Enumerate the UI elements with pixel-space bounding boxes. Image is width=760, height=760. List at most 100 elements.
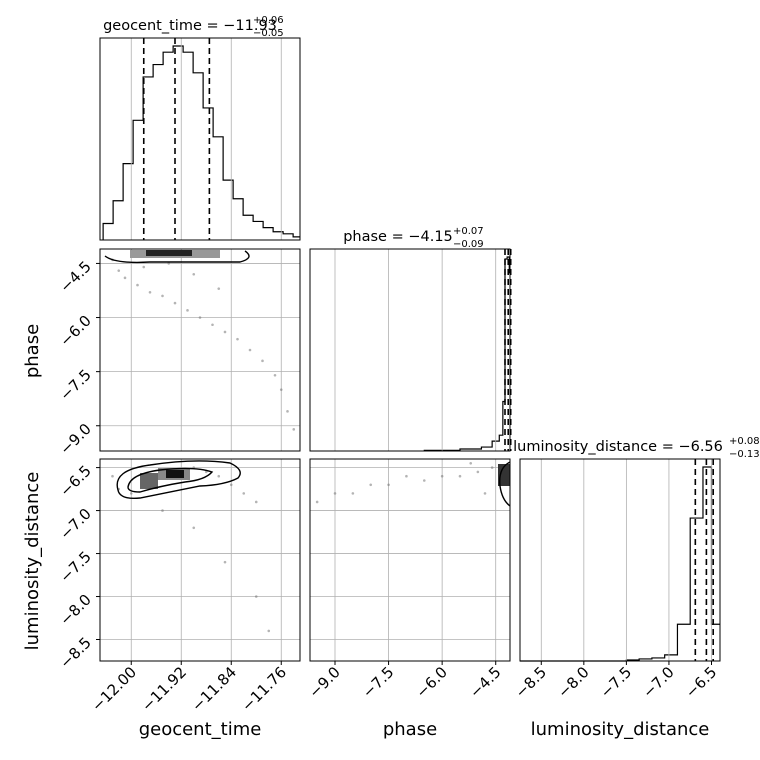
phase-geocent-point xyxy=(117,269,121,272)
lumdist-geocent-point xyxy=(254,500,258,504)
luminosity-distance-xtick-label: −6.5 xyxy=(682,663,720,701)
phase-xtick-label: −6.0 xyxy=(412,663,450,701)
phase-hist-frame xyxy=(309,248,511,452)
lumdist-geocent-point xyxy=(192,526,196,530)
phase-geocent-point xyxy=(248,348,252,352)
luminosity-distance-ytick-label: −7.0 xyxy=(56,505,94,543)
phase-geocent-point xyxy=(167,262,171,265)
lumdist-phase-point xyxy=(458,474,462,478)
luminosity-distance-xtick-label: −8.5 xyxy=(512,663,550,701)
phase-title: phase = −4.15 xyxy=(343,229,453,245)
phase-geocent-point xyxy=(198,316,202,319)
phase-ytick-label: −6.0 xyxy=(56,312,94,350)
lumdist-geocent-point xyxy=(229,483,233,487)
luminosity-distance-xtick-label: −8.0 xyxy=(554,663,592,701)
lumdist-geocent-point xyxy=(254,595,258,598)
luminosity-distance-histogram-step xyxy=(520,466,720,662)
phase-geocent-point xyxy=(292,428,296,431)
phase-geocent-contour xyxy=(104,250,250,264)
luminosity-distance-ytick-label: −8.0 xyxy=(56,591,94,629)
phase-geocent-point xyxy=(142,265,146,269)
lumdist-phase-point xyxy=(351,492,355,495)
phase-xtick-label: −4.5 xyxy=(466,663,504,701)
y-axis-label-phase: phase xyxy=(22,324,43,378)
phase-geocent-point xyxy=(192,272,196,276)
phase-geocent-point xyxy=(261,359,264,363)
phase-geocent-point xyxy=(273,373,277,377)
lumdist-geocent-contour-outer xyxy=(116,460,241,500)
axis-labels: geocent_time phase luminosity_distance p… xyxy=(22,324,709,740)
lumdist-phase-point xyxy=(476,470,480,474)
lumdist-geocent-point xyxy=(242,492,246,495)
geocent-time-xtick-label: −11.84 xyxy=(188,663,240,715)
geocent-time-xtick-label: −11.76 xyxy=(238,663,290,715)
lumdist-geocent-density-a xyxy=(140,473,158,489)
geocent-time-title: geocent_time = −11.93 xyxy=(103,18,277,34)
lumdist-phase-point xyxy=(405,474,408,478)
luminosity-distance-xtick-label: −7.5 xyxy=(597,663,635,701)
geocent-time-xtick-label: −11.92 xyxy=(138,663,190,715)
phase-geocent-point xyxy=(217,287,221,290)
lumdist-phase-point xyxy=(440,474,444,478)
lumdist-phase-point xyxy=(490,466,494,469)
lumdist-phase-frame xyxy=(309,458,511,662)
phase-geocent-point xyxy=(211,323,214,327)
phase-histogram-step xyxy=(423,256,510,452)
phase-geocent-point xyxy=(279,388,283,391)
lumdist-phase-contour xyxy=(499,461,511,507)
lumdist-geocent-density-core xyxy=(166,470,184,478)
phase-title-plus: +0.07 xyxy=(453,226,484,237)
phase-xtick-label: −9.0 xyxy=(305,663,343,701)
lumdist-geocent-frame xyxy=(99,458,301,662)
lumdist-geocent-point xyxy=(129,492,133,495)
lumdist-phase-point xyxy=(483,492,487,495)
luminosity-distance-ytick-label: −7.5 xyxy=(56,548,94,586)
lumdist-phase-point xyxy=(387,483,390,487)
luminosity-distance-ytick-label: −6.5 xyxy=(56,462,94,500)
corner-panels: −8.5 −8.0 −7.5 −7.0 −6.5−4.5−6.0−7.5−9.0−12.… xyxy=(56,37,721,715)
luminosity-distance-title: luminosity_distance = −6.56 xyxy=(513,439,723,455)
x-axis-label-geocent-time: geocent_time xyxy=(139,719,262,740)
phase-geocent-point xyxy=(186,309,189,312)
lumdist-phase-point xyxy=(315,500,319,504)
luminosity-distance-title-minus: −0.13 xyxy=(729,449,760,460)
panel-titles: geocent_time = −11.93 +0.06 −0.05 phase … xyxy=(103,15,760,460)
phase-geocent-point xyxy=(173,301,177,305)
lumdist-phase-point xyxy=(422,479,426,482)
lumdist-phase-point xyxy=(369,483,373,487)
luminosity-distance-xtick-label: −7.0 xyxy=(639,663,677,701)
phase-title-minus: −0.09 xyxy=(453,239,484,250)
lumdist-geocent-point xyxy=(267,629,271,633)
lumdist-phase-density xyxy=(498,464,510,486)
luminosity-distance-ytick-label: −8.5 xyxy=(56,634,94,672)
phase-ytick-label: −4.5 xyxy=(56,258,94,296)
lumdist-geocent-point xyxy=(217,474,221,478)
phase-ytick-label: −7.5 xyxy=(56,366,94,404)
phase-geocent-frame xyxy=(99,248,301,452)
lumdist-geocent-contour-inner xyxy=(127,467,214,493)
geocent-time-hist-frame xyxy=(99,37,301,241)
phase-geocent-point xyxy=(123,276,127,280)
phase-geocent-point xyxy=(236,337,239,341)
phase-geocent-point xyxy=(148,290,152,294)
lumdist-geocent-point xyxy=(111,474,114,478)
phase-geocent-point xyxy=(286,410,289,413)
phase-geocent-point xyxy=(161,294,164,298)
geocent-time-xtick-label: −12.00 xyxy=(88,663,140,715)
lumdist-phase-point xyxy=(333,492,337,495)
x-axis-label-phase: phase xyxy=(383,719,437,740)
y-axis-label-luminosity-distance: luminosity_distance xyxy=(22,472,43,651)
lumdist-phase-point xyxy=(469,461,473,465)
phase-geocent-point xyxy=(136,283,139,287)
lumdist-geocent-point xyxy=(161,509,164,512)
x-axis-label-luminosity-distance: luminosity_distance xyxy=(531,719,710,740)
luminosity-distance-hist-frame xyxy=(519,458,721,662)
geocent-time-title-plus: +0.06 xyxy=(253,15,284,26)
luminosity-distance-title-plus: +0.08 xyxy=(729,436,760,447)
lumdist-geocent-point xyxy=(204,470,208,474)
geocent-time-histogram-step xyxy=(102,45,300,240)
lumdist-geocent-point xyxy=(223,560,227,564)
phase-geocent-point xyxy=(223,330,227,334)
phase-geocent-density-core xyxy=(146,250,192,256)
